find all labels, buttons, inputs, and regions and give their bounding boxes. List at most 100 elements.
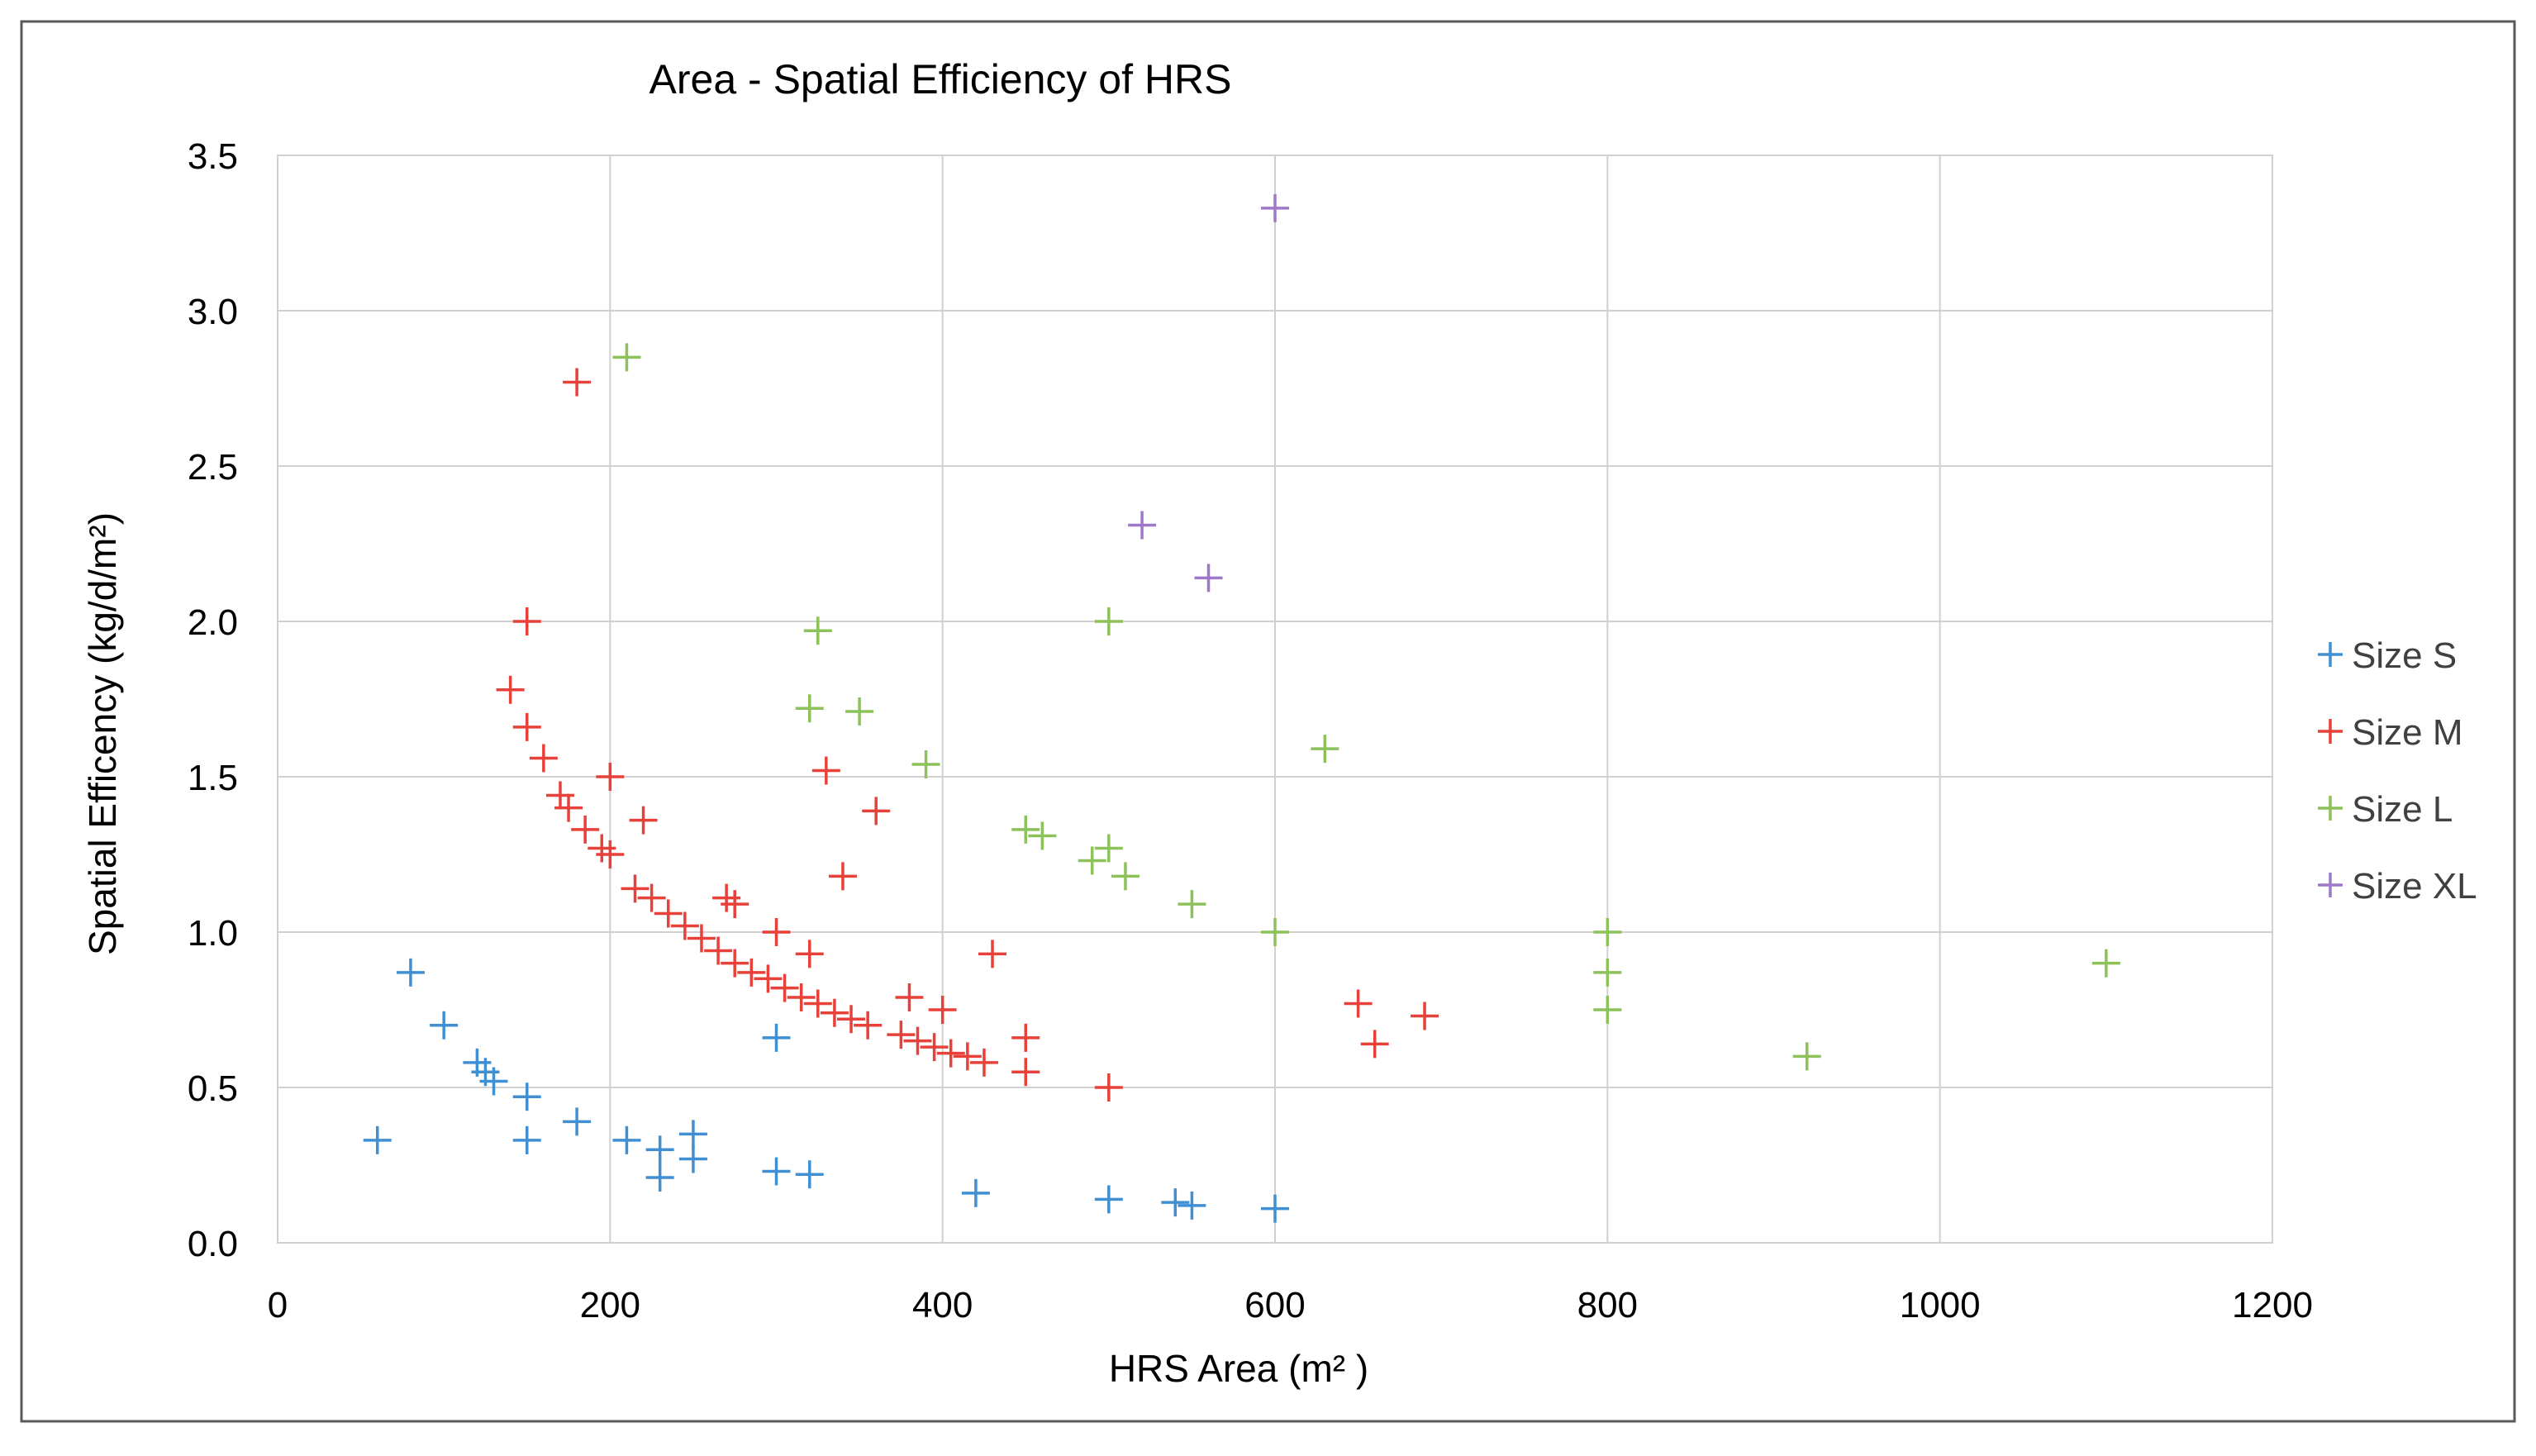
data-point-size-l [1593,996,1622,1024]
data-point-size-xl [1194,564,1223,592]
data-point-size-l [1011,815,1040,844]
data-point-size-s [1161,1188,1190,1217]
data-point-size-l [612,343,641,372]
y-tick-label: 0.5 [188,1068,238,1109]
data-point-size-m [1360,1030,1389,1059]
data-point-size-s [1261,1194,1289,1223]
data-point-size-l [803,616,832,645]
series-size-xl [1128,193,1289,592]
legend-label: Size M [2352,712,2462,753]
data-point-size-m [621,874,649,903]
data-point-size-m [496,675,525,704]
data-point-size-s [678,1144,707,1173]
legend-item-size-l: Size L [2318,789,2453,830]
x-tick-label: 800 [1577,1285,1638,1325]
series-size-s [363,958,1289,1223]
x-tick-label: 600 [1244,1285,1305,1325]
data-point-size-m [563,368,592,397]
data-point-size-m [596,763,625,791]
data-point-size-l [1792,1042,1821,1071]
legend-label: Size XL [2352,866,2477,906]
data-point-size-m [1344,989,1373,1018]
y-axis-title: Spatial Efficency (kg/d/m²) [81,512,124,955]
data-point-size-l [911,749,940,778]
data-point-size-m [854,1011,883,1040]
data-point-size-m [787,983,816,1011]
data-point-size-s [678,1120,707,1149]
data-point-size-m [529,744,558,773]
data-point-size-m [512,712,541,741]
data-point-size-m [795,940,824,968]
legend-marker-size-s [2318,642,2343,667]
data-point-size-l [1178,890,1206,919]
data-point-size-s [1094,1185,1123,1214]
data-point-size-m [820,998,849,1027]
x-tick-label: 400 [912,1285,973,1325]
data-point-size-s [563,1107,592,1136]
data-point-size-m [862,797,891,826]
data-point-size-m [936,1039,965,1068]
data-point-size-l [1094,607,1123,635]
data-point-size-s [1178,1191,1206,1220]
data-point-size-l [1593,918,1622,946]
data-point-size-m [654,899,683,928]
data-point-size-s [430,1011,459,1040]
data-point-size-s [396,958,425,987]
y-tick-label: 2.0 [188,602,238,643]
y-tick-label: 1.0 [188,913,238,954]
x-tick-label: 200 [580,1285,640,1325]
data-point-size-m [721,890,749,919]
data-point-size-s [479,1067,508,1096]
data-point-size-m [895,983,924,1011]
legend-item-size-s: Size S [2318,635,2457,676]
data-point-size-l [845,697,874,726]
data-point-size-m [704,936,733,965]
legend-label: Size S [2352,635,2457,676]
legend-label: Size L [2352,789,2453,830]
data-point-size-m [1011,1058,1040,1087]
data-point-size-m [596,840,625,868]
data-point-size-xl [1128,511,1157,540]
series-size-m [496,368,1439,1102]
data-point-size-m [687,924,716,953]
data-point-size-m [770,973,799,1002]
data-point-size-l [1311,735,1339,764]
data-point-size-m [903,1026,932,1055]
legend-marker-size-xl [2318,873,2343,897]
data-point-size-m [1411,1002,1439,1030]
x-tick-label: 1000 [1900,1285,1981,1325]
legend-item-size-m: Size M [2318,712,2462,753]
data-point-size-s [512,1082,541,1111]
y-tick-label: 1.5 [188,758,238,798]
x-tick-label: 1200 [2232,1285,2313,1325]
data-point-size-s [762,1023,791,1052]
y-tick-label: 0.0 [188,1224,238,1264]
data-point-size-m [754,964,783,993]
data-points [363,193,2120,1223]
series-size-l [612,343,2120,1071]
data-point-size-l [795,694,824,723]
legend-marker-size-m [2318,719,2343,744]
data-point-size-s [363,1125,392,1154]
data-point-size-l [2091,949,2120,978]
data-point-size-m [629,806,658,835]
data-point-size-m [637,883,666,912]
data-point-size-m [837,1005,866,1034]
data-point-size-s [762,1157,791,1186]
data-point-size-m [554,793,583,822]
legend: Size S Size M Size L Size XL [2318,635,2477,906]
data-point-size-l [1261,918,1289,946]
data-point-size-m [969,1048,998,1077]
data-point-size-m [828,862,857,891]
plot-area-border [277,155,2273,1244]
x-axis-title: HRS Area (m² ) [1109,1347,1368,1390]
data-point-size-m [721,949,749,978]
legend-marker-size-l [2318,796,2343,821]
data-point-size-l [1078,846,1106,875]
data-point-size-m [1094,1073,1123,1102]
data-point-size-l [1111,862,1140,891]
data-point-size-s [645,1163,674,1192]
data-point-size-s [645,1135,674,1164]
